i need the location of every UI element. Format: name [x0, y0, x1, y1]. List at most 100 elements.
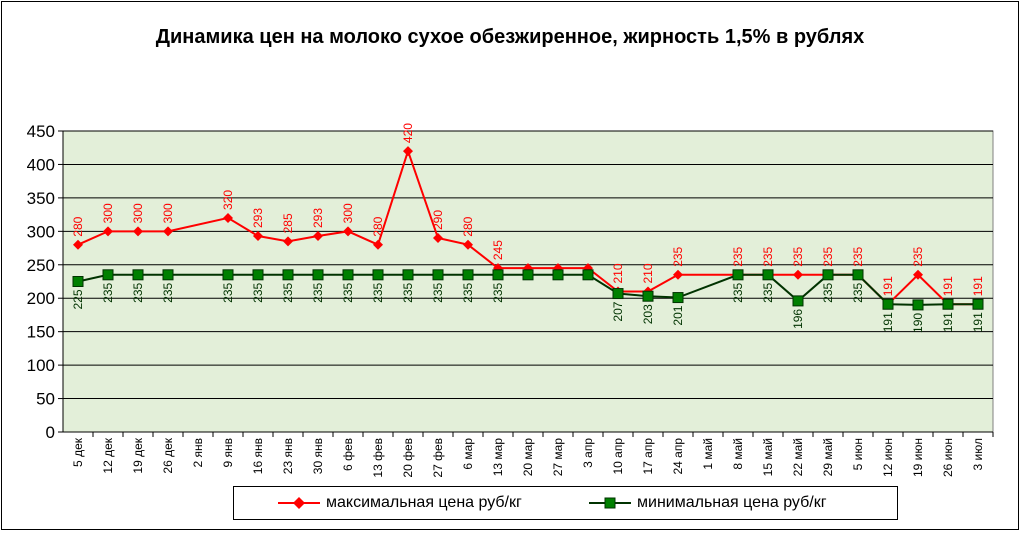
- marker-max: [223, 212, 233, 223]
- marker-min: [342, 269, 354, 281]
- x-tick-label: 15 май: [761, 438, 775, 476]
- data-label-max: 191: [881, 276, 895, 296]
- legend-label-min: минимальная цена руб/кг: [637, 494, 827, 511]
- data-label-max: 293: [311, 208, 325, 228]
- marker-min: [672, 292, 684, 304]
- data-labels: 280 300 300 300 320 293 285 293 300 280 420 290 280 2…: [71, 123, 985, 333]
- data-label-max: 210: [641, 263, 655, 283]
- y-tick-label: 250: [27, 256, 55, 275]
- data-label-max: 290: [431, 210, 445, 230]
- marker-min: [252, 269, 264, 281]
- marker-max: [373, 239, 383, 250]
- marker-min: [732, 269, 744, 281]
- marker-min: [642, 290, 654, 302]
- data-label-min: 235: [101, 282, 115, 302]
- marker-min: [372, 269, 384, 281]
- marker-min: [132, 269, 144, 281]
- y-tick-label: 0: [46, 423, 55, 442]
- marker-min: [912, 299, 924, 311]
- x-tick-label: 13 мар: [491, 438, 505, 477]
- x-axis-ticks: 5 дек 12 дек 19 дек 26 дек 2 янв 9 янв 16 янв 2…: [71, 432, 994, 478]
- marker-min: [792, 295, 804, 307]
- legend-item-max: максимальная цена руб/кг: [278, 487, 522, 519]
- data-label-max: 300: [341, 203, 355, 223]
- marker-min: [552, 269, 564, 281]
- marker-max: [73, 239, 83, 250]
- data-label-max: 245: [491, 240, 505, 260]
- data-label-min: 235: [461, 282, 475, 302]
- data-label-max: 300: [101, 203, 115, 223]
- legend-swatch-max: [278, 497, 320, 509]
- legend: максимальная цена руб/кг минимальная цен…: [233, 486, 898, 520]
- marker-min: [72, 276, 84, 287]
- x-tick-label: 26 дек: [161, 437, 175, 473]
- data-label-max: 191: [971, 276, 985, 296]
- y-tick-label: 300: [27, 222, 55, 241]
- x-tick-label: 20 мар: [521, 438, 535, 477]
- legend-swatch-min: [589, 497, 631, 509]
- marker-max: [343, 226, 353, 237]
- marker-min: [102, 269, 114, 281]
- data-label-max: 235: [791, 246, 805, 266]
- data-label-min: 235: [731, 282, 745, 302]
- marker-max: [913, 269, 923, 280]
- x-tick-label: 12 июн: [881, 438, 895, 477]
- marker-min: [822, 269, 834, 281]
- marker-max: [433, 233, 443, 244]
- data-label-min: 203: [641, 304, 655, 324]
- marker-max: [403, 146, 413, 157]
- data-label-min: 235: [761, 282, 775, 302]
- x-tick-label: 27 мар: [551, 438, 565, 477]
- marker-max: [793, 269, 803, 280]
- x-tick-label: 22 май: [791, 438, 805, 476]
- data-label-min: 235: [311, 282, 325, 302]
- data-label-max: 300: [131, 203, 145, 223]
- data-label-min: 235: [371, 282, 385, 302]
- marker-min: [162, 269, 174, 281]
- y-tick-label: 400: [27, 155, 55, 174]
- data-label-min: 235: [491, 282, 505, 302]
- data-label-max: 420: [401, 123, 415, 143]
- data-label-max: 235: [821, 246, 835, 266]
- marker-min: [312, 269, 324, 281]
- marker-max: [103, 226, 113, 237]
- marker-min: [972, 298, 984, 310]
- x-tick-label: 13 фев: [371, 438, 385, 478]
- x-tick-label: 20 фев: [401, 438, 415, 478]
- marker-max: [313, 231, 323, 242]
- marker-min: [522, 269, 534, 281]
- plot-area: [62, 130, 994, 433]
- marker-max: [133, 226, 143, 237]
- gridlines: [62, 130, 993, 433]
- data-label-max: 235: [671, 246, 685, 266]
- x-tick-label: 8 май: [731, 438, 745, 470]
- x-tick-label: 5 дек: [71, 437, 85, 467]
- data-label-min: 235: [821, 282, 835, 302]
- data-label-max: 293: [251, 208, 265, 228]
- data-label-min: 235: [431, 282, 445, 302]
- x-tick-label: 6 фев: [341, 438, 355, 471]
- x-tick-label: 27 фев: [431, 438, 445, 478]
- x-tick-label: 3 апр: [581, 438, 595, 468]
- series-markers: [72, 146, 984, 311]
- y-tick-label: 150: [27, 323, 55, 342]
- x-tick-label: 19 дек: [131, 437, 145, 473]
- data-label-min: 235: [341, 282, 355, 302]
- marker-min: [282, 269, 294, 281]
- x-tick-label: 2 янв: [191, 438, 205, 468]
- y-axis-ticks: 0 50 100 150 200 250 300 350 400 450: [27, 122, 63, 442]
- marker-min: [462, 269, 474, 281]
- legend-label-max: максимальная цена руб/кг: [326, 494, 522, 511]
- data-label-max: 320: [221, 190, 235, 210]
- y-tick-label: 350: [27, 189, 55, 208]
- data-label-max: 235: [761, 246, 775, 266]
- x-tick-label: 12 дек: [101, 437, 115, 473]
- data-label-min: 201: [671, 305, 685, 325]
- data-label-min: 207: [611, 301, 625, 321]
- data-label-min: 235: [851, 282, 865, 302]
- marker-min: [882, 298, 894, 310]
- data-label-max: 285: [281, 213, 295, 233]
- y-tick-label: 450: [27, 122, 55, 141]
- y-tick-label: 200: [27, 289, 55, 308]
- x-tick-label: 24 апр: [671, 438, 685, 475]
